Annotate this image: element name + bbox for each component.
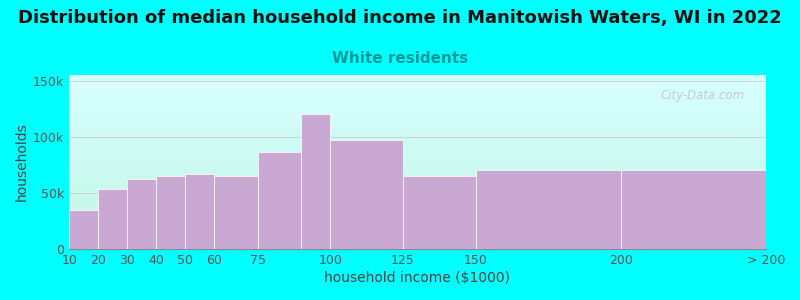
Text: City-Data.com: City-Data.com xyxy=(661,89,745,102)
Text: Distribution of median household income in Manitowish Waters, WI in 2022: Distribution of median household income … xyxy=(18,9,782,27)
Bar xyxy=(69,210,98,249)
Bar xyxy=(403,176,475,249)
Bar xyxy=(98,190,127,249)
X-axis label: household income ($1000): household income ($1000) xyxy=(325,271,510,285)
Bar xyxy=(475,170,621,249)
Bar xyxy=(330,140,403,249)
Y-axis label: households: households xyxy=(15,123,29,201)
Text: White residents: White residents xyxy=(332,51,468,66)
Bar xyxy=(258,152,302,249)
Bar xyxy=(156,176,186,249)
Bar xyxy=(302,114,330,249)
Bar xyxy=(127,179,156,249)
Bar xyxy=(186,174,214,249)
Bar xyxy=(214,176,258,249)
Bar xyxy=(621,170,766,249)
Bar xyxy=(766,172,800,249)
